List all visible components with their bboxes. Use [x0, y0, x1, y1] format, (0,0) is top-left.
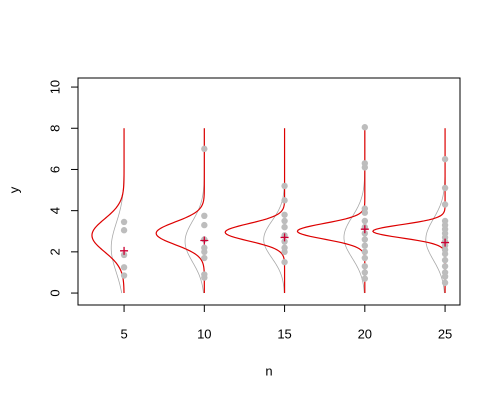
prior-curve — [343, 128, 366, 294]
point — [281, 182, 288, 190]
prior-curve — [425, 128, 446, 294]
density-curve — [155, 128, 205, 294]
point — [441, 155, 449, 163]
plot-frame — [77, 77, 461, 306]
x-tick-label: 10 — [197, 326, 211, 341]
x-tick-label: 20 — [358, 326, 372, 341]
prior-curve — [184, 128, 205, 294]
mean-marker — [200, 236, 209, 245]
point — [441, 263, 449, 270]
point — [120, 272, 128, 279]
point — [120, 264, 128, 271]
point — [281, 258, 288, 266]
point — [361, 209, 369, 216]
point — [201, 248, 208, 256]
point — [281, 238, 288, 245]
x-tick-label: 15 — [277, 326, 291, 341]
y-tick-label: 2 — [47, 248, 62, 255]
point — [201, 221, 208, 229]
point — [441, 184, 449, 192]
point — [441, 201, 449, 208]
point — [441, 256, 449, 264]
y-tick-label: 6 — [47, 166, 62, 173]
x-tick-label: 25 — [438, 326, 452, 341]
point — [281, 211, 288, 218]
point — [441, 250, 449, 258]
y-tick-label: 10 — [47, 80, 62, 94]
point — [361, 230, 369, 237]
point — [361, 269, 369, 276]
y-axis-label: y — [6, 186, 21, 193]
point — [201, 212, 208, 220]
point — [361, 164, 369, 171]
point — [361, 124, 369, 131]
point — [120, 251, 128, 259]
density-curve — [91, 128, 125, 294]
point — [361, 217, 369, 225]
point — [361, 275, 369, 282]
y-tick-label: 0 — [47, 289, 62, 296]
point — [201, 145, 208, 153]
point — [120, 218, 128, 226]
point — [441, 279, 449, 286]
point — [361, 236, 369, 243]
x-tick-label: 5 — [120, 326, 127, 341]
density-curve — [224, 128, 286, 294]
point — [281, 223, 288, 231]
point — [361, 242, 369, 249]
mean-marker — [441, 238, 450, 247]
density-curve — [296, 128, 366, 294]
point — [361, 263, 369, 270]
point — [361, 248, 369, 256]
mean-marker — [280, 233, 289, 242]
point — [201, 254, 208, 262]
point — [281, 248, 288, 256]
mean-marker — [120, 246, 129, 255]
point — [441, 273, 449, 280]
point — [201, 274, 208, 281]
mean-marker — [360, 225, 369, 234]
point — [361, 254, 369, 262]
y-tick-label: 4 — [47, 207, 62, 214]
y-tick-label: 8 — [47, 125, 62, 132]
point — [281, 217, 288, 225]
density-curve — [372, 128, 446, 294]
point — [281, 197, 288, 204]
point — [120, 227, 128, 234]
x-axis-label: n — [265, 363, 272, 378]
